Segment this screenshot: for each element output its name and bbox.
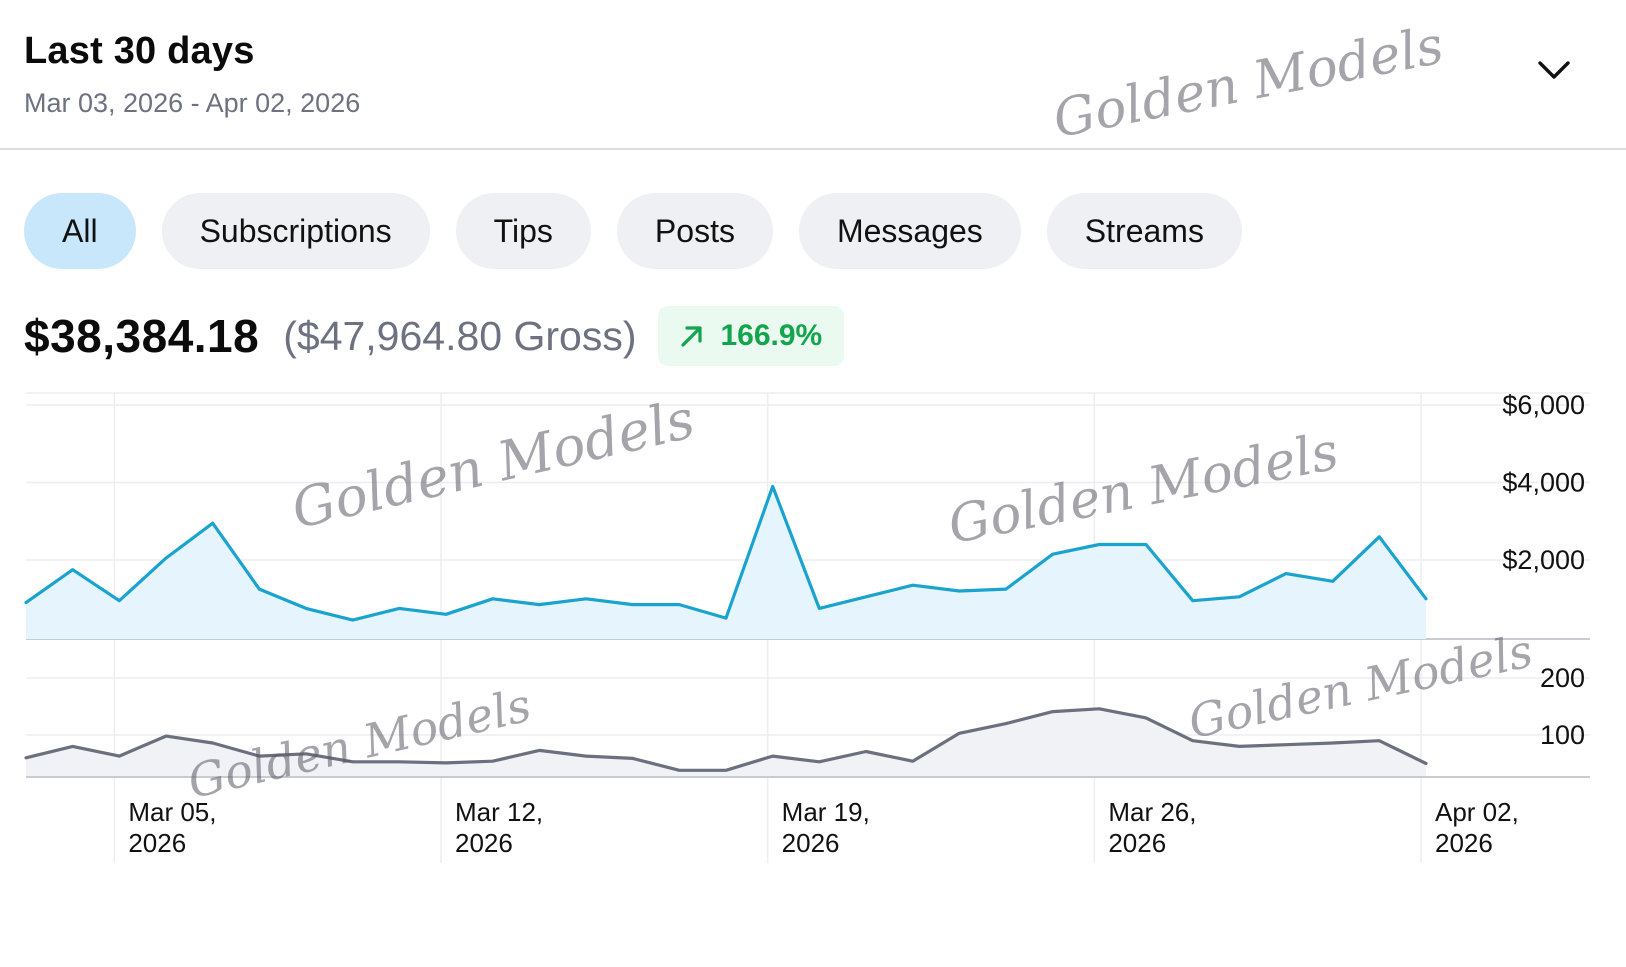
arrow-up-right-icon [681,326,703,347]
x-tick-label: Mar 19, [782,797,870,827]
chevron-down-icon[interactable] [1532,48,1576,92]
x-tick-label: Apr 02, [1435,797,1519,827]
x-tick-label: Mar 26, [1108,797,1196,827]
y-axis-ticks: $2,000 $4,000 $6,000 100 200 [1502,390,1585,750]
header: Last 30 days Mar 03, 2026 - Apr 02, 2026 [0,0,1626,150]
y-tick-label-earnings: $4,000 [1502,468,1585,498]
chart-series [24,484,1590,778]
period-title: Last 30 days [24,30,255,72]
count-series-line [24,707,1428,772]
date-range: Mar 03, 2026 - Apr 02, 2026 [24,88,361,118]
y-tick-label-count: 100 [1540,720,1585,750]
growth-badge: 166.9% [658,306,845,366]
tab-all[interactable]: All [24,193,136,269]
x-tick-label-year: 2026 [455,828,513,858]
gross-earnings: ($47,964.80 Gross) [283,312,637,359]
tab-messages[interactable]: Messages [798,193,1021,269]
y-tick-label-earnings: $2,000 [1502,545,1585,575]
tab-subscriptions[interactable]: Subscriptions [161,193,430,269]
x-tick-label: Mar 12, [455,797,543,827]
tab-tips[interactable]: Tips [455,193,591,269]
tab-posts[interactable]: Posts [616,193,773,269]
x-tick-label: Mar 05, [128,797,216,827]
x-tick-label-year: 2026 [782,828,840,858]
totals: $38,384.18 ($47,964.80 Gross) 166.9% [24,306,845,366]
earnings-series-line [24,484,1428,622]
x-tick-label-year: 2026 [1108,828,1166,858]
net-earnings: $38,384.18 [24,310,260,362]
growth-value: 166.9% [720,319,823,352]
y-tick-label-earnings: $6,000 [1502,390,1585,420]
category-tabs: All Subscriptions Tips Posts Messages St… [24,193,1242,269]
earnings-series-area [26,486,1426,639]
x-tick-label-year: 2026 [128,828,186,858]
y-tick-label-count: 200 [1540,663,1585,693]
count-series-area [26,708,1426,777]
tab-streams[interactable]: Streams [1046,193,1242,269]
x-tick-label-year: 2026 [1435,828,1493,858]
